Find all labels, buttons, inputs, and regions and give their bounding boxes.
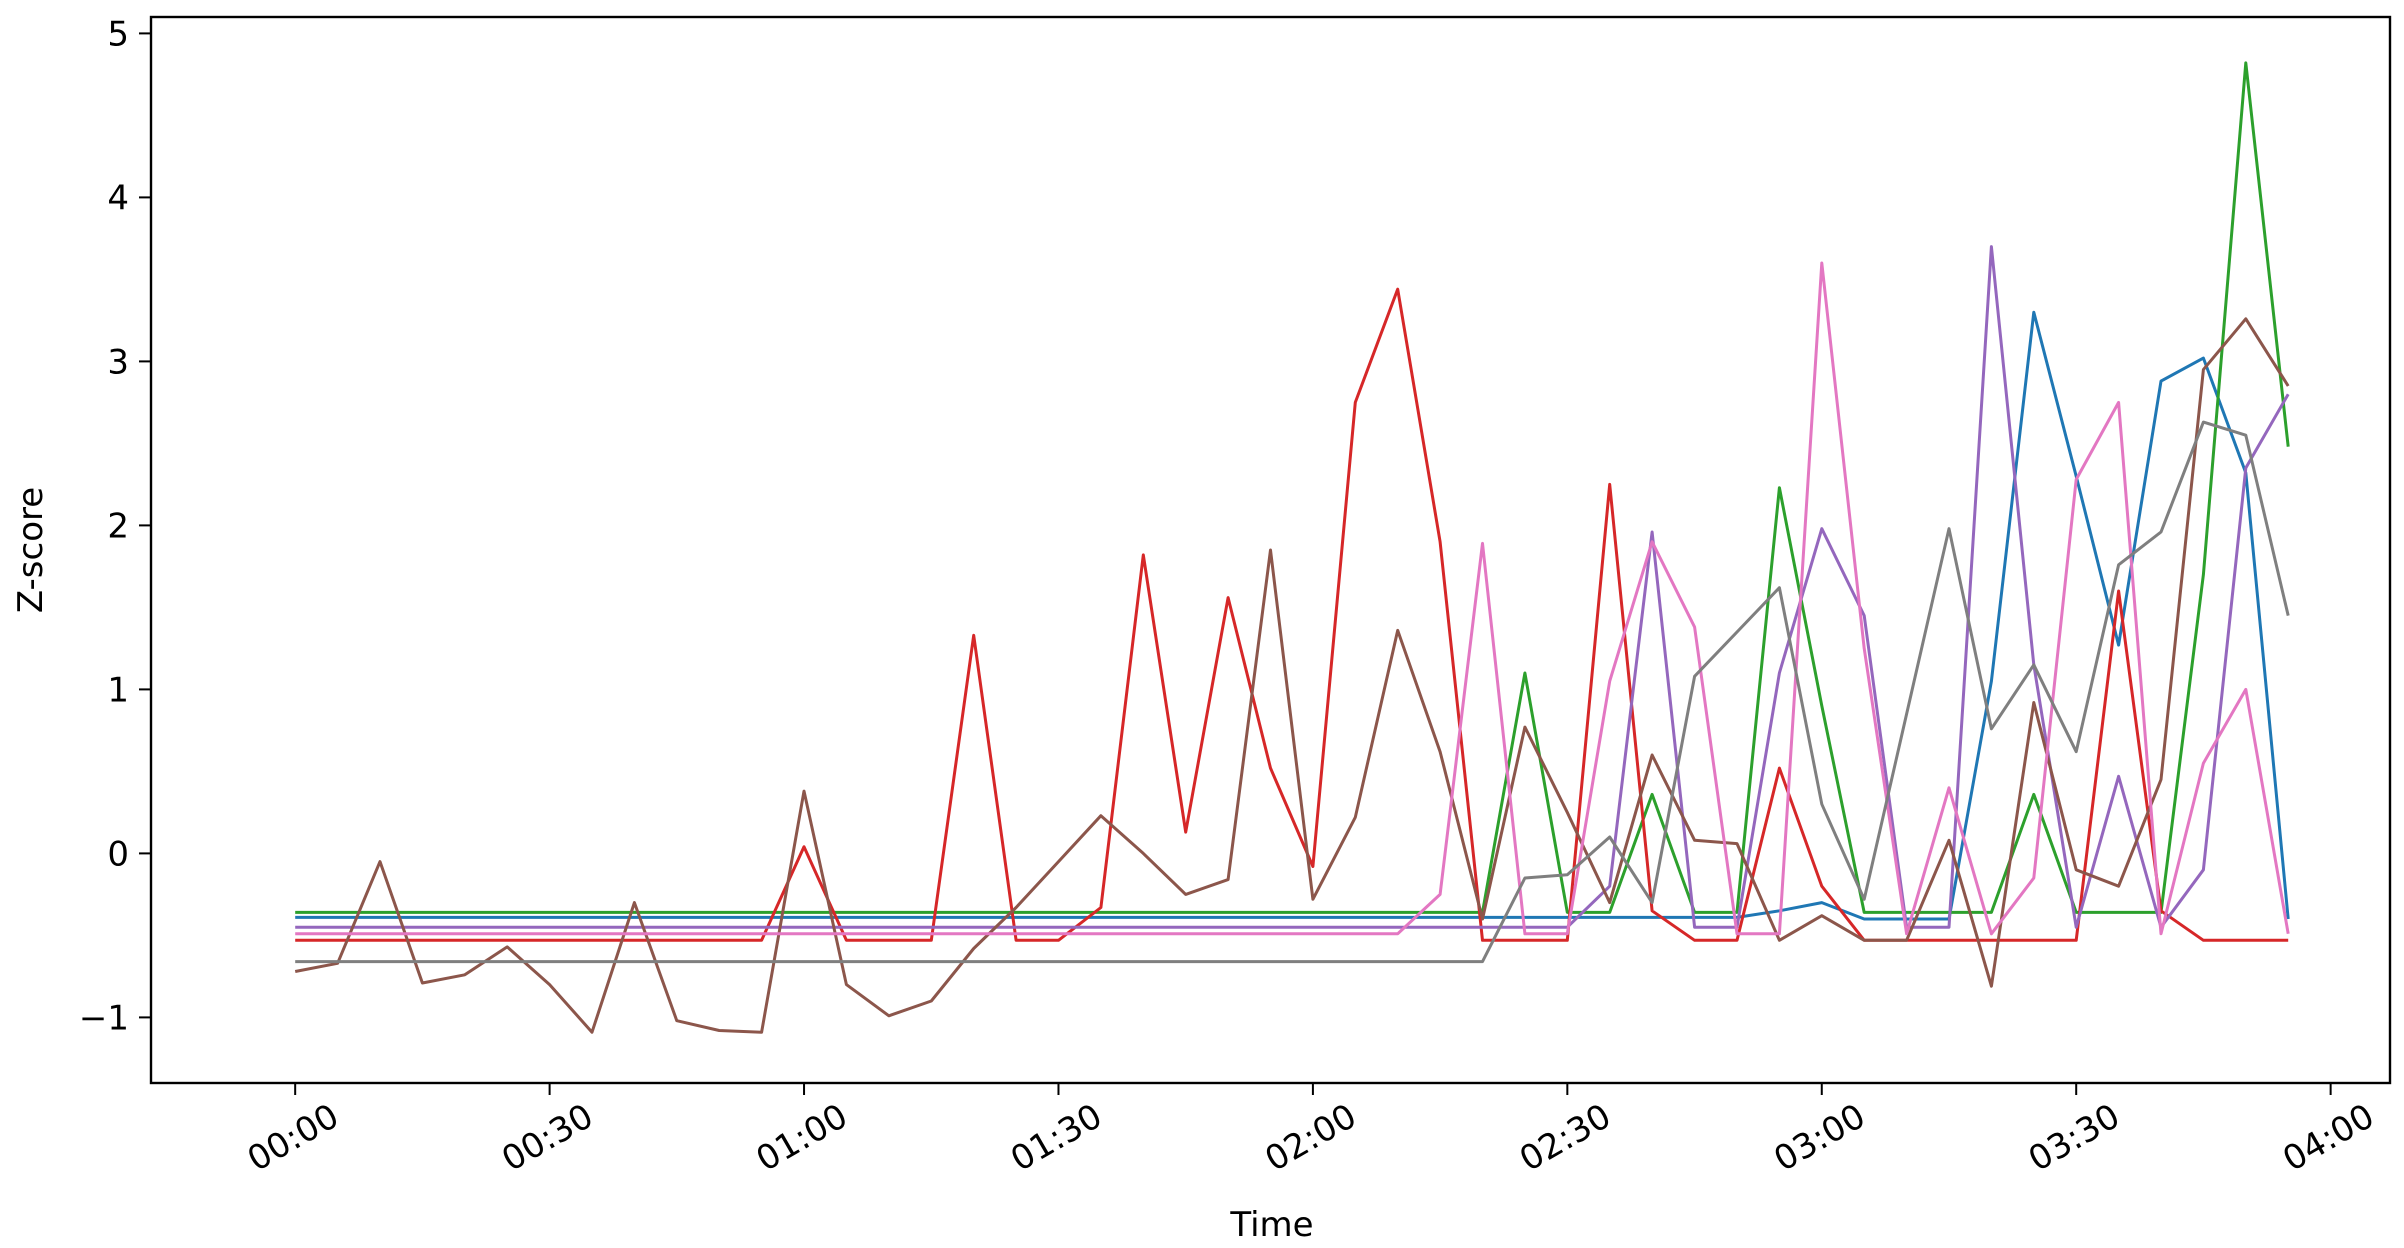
series-line-1: [295, 310, 2290, 921]
y-tick-label: 0: [107, 834, 129, 874]
series-line-5: [294, 317, 2290, 1034]
axes-layer: [149, 15, 2392, 1085]
y-tick-label: 2: [107, 506, 129, 546]
y-tick-label: 3: [107, 342, 129, 382]
y-tick-label: 4: [107, 178, 129, 218]
x-axis-label: Time: [1229, 1205, 1313, 1245]
series-line-6: [295, 261, 2290, 936]
y-tick-label: 1: [107, 670, 129, 710]
series-line-3: [295, 287, 2289, 942]
series-line-7: [295, 420, 2290, 964]
series-line-2: [295, 61, 2290, 914]
series-layer: [294, 61, 2290, 1034]
plot-frame: [149, 15, 2392, 1085]
y-tick-label: 5: [107, 14, 129, 54]
y-axis-label: Z-score: [11, 487, 51, 613]
y-tick-label: −1: [79, 998, 129, 1038]
